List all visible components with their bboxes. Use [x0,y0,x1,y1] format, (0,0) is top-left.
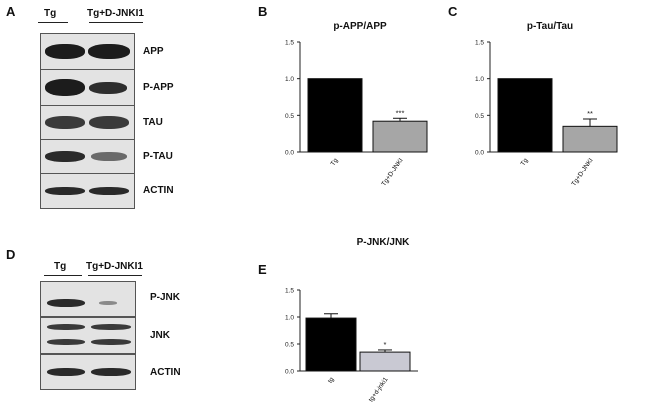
blot-band [99,301,117,305]
y-tick-label: 1.5 [475,40,484,47]
significance-mark-1: * [384,340,387,349]
y-tick-label: 1.0 [475,76,484,83]
chart-e: 0.0 0.5 1.0 1.5 tg * tg+d-jnki1 [285,288,418,404]
y-tick-label: 0.5 [285,342,294,349]
significance-mark-1: ** [587,109,593,118]
y-tick-label: 0.0 [285,369,294,376]
y-tick-label: 1.0 [285,315,294,322]
blot-band [47,368,85,376]
blot-a-label-p-app: P-APP [143,82,174,93]
y-tick-label: 0.5 [475,113,484,120]
blot-d-row-p-jnk [40,281,136,317]
y-tick-label: 0.0 [285,150,294,157]
blot-a-lane-treated-underline [89,22,143,23]
blot-band [45,79,85,96]
blot-band [47,299,85,307]
blot-a-label-actin: ACTIN [143,185,174,196]
blot-a-lane-treated-label: Tg+D-JNKI1 [87,8,144,19]
blot-d-row-jnk [40,317,136,354]
blot-d-lane-tg: Tg [44,261,82,276]
blot-a-label-tau: TAU [143,117,163,128]
blot-band [47,339,85,345]
blot-band [91,368,131,376]
blot-band [89,116,129,129]
blot-d-label-jnk: JNK [150,330,171,341]
blot-band [45,116,85,129]
blot-d-lane-tg-underline [44,275,82,276]
blot-a-lane-tg: Tg [38,8,68,23]
x-tick-label-1: tg+d-jnki1 [368,376,390,404]
blot-d-lane-treated-underline [88,275,142,276]
panel-label-b: B [258,4,268,19]
y-tick-label: 1.0 [285,76,294,83]
x-tick-label-1: Tg+D-JNKI [380,157,404,188]
bar-0 [305,317,357,372]
blot-band [45,44,85,59]
blot-a-label-app: APP [143,46,164,57]
x-tick-label-1: Tg+D-JNKI [570,157,594,188]
panel-label-c: C [448,4,458,19]
blot-band [89,82,127,94]
blot-a-row-p-tau [40,139,135,175]
blot-band [45,187,85,195]
bar-1 [372,120,428,153]
blot-a-label-p-tau: P-TAU [143,151,173,162]
chart-c-title: p-Tau/Tau [526,21,574,32]
blot-d-row-actin [40,354,136,390]
y-tick-label: 1.5 [285,40,294,47]
y-tick-label: 0.5 [285,113,294,120]
blot-a-lane-tg-underline [38,22,68,23]
blot-a-row-p-app [40,69,135,107]
blot-d-label-p-jnk: P-JNK [150,292,181,303]
blot-a-row-actin [40,173,135,209]
significance-mark-1: *** [396,108,405,117]
bar-1 [359,351,411,372]
y-tick-label: 1.5 [285,288,294,295]
chart-c: 0.0 0.5 1.0 1.5 Tg ** Tg+D-JNKI [475,40,618,188]
blot-a-lane-tg-label: Tg [44,8,57,19]
bar-0 [307,78,363,153]
panel-label-d: D [6,247,16,262]
blot-band [88,44,130,59]
x-tick-label-0: tg [327,376,336,385]
blot-band [91,152,127,161]
blot-d-lane-treated: Tg+D-JNKI1 [86,261,143,276]
blot-a-row-tau [40,105,135,141]
blot-band [89,187,129,195]
chart-b: 0.0 0.5 1.0 1.5 Tg *** Tg+D-JNKI [285,40,428,188]
blot-a-lane-treated: Tg+D-JNKI1 [87,8,144,23]
chart-e-title: P-JNK/JNK [356,237,410,248]
bar-0 [497,78,553,153]
chart-b-title: p-APP/APP [333,21,387,32]
x-tick-label-0: Tg [330,157,340,168]
x-tick-label-0: Tg [520,157,530,168]
blot-d-label-actin: ACTIN [150,367,181,378]
panel-label-a: A [6,4,16,19]
blot-a-row-app [40,33,135,71]
blot-band [91,339,131,345]
blot-band [45,151,85,162]
panel-label-e: E [258,262,267,277]
y-tick-label: 0.0 [475,150,484,157]
blot-d-lane-treated-label: Tg+D-JNKI1 [86,261,143,272]
bar-1 [562,125,618,153]
blot-d-lane-tg-label: Tg [54,261,67,272]
blot-band [91,324,131,330]
blot-band [47,324,85,330]
